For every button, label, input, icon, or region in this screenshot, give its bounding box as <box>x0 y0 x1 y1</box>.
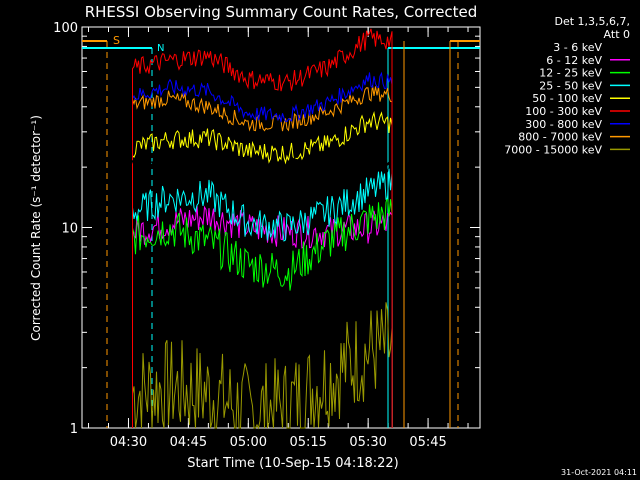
series-line <box>132 28 393 429</box>
x-tick-label: 05:00 <box>230 435 267 450</box>
legend-entry-label: 7000 - 15000 keV <box>504 143 602 156</box>
legend-header-line2: Att 0 <box>604 28 630 41</box>
legend-header-line1: Det 1,3,5,6,7, <box>554 15 630 28</box>
legend-entry-label: 25 - 50 keV <box>539 79 602 92</box>
legend-entry-label: 50 - 100 keV <box>532 92 602 105</box>
plot-area: 1 10 100 04:30 04:45 05:00 05:15 05:30 05:45 S N <box>53 21 481 450</box>
legend-entry-label: 100 - 300 keV <box>525 105 602 118</box>
series-line-3-6kev <box>131 155 392 173</box>
footer-date: 31-Oct-2021 04:11 <box>561 468 637 477</box>
y-axis-label: Corrected Count Rate (s⁻¹ detector⁻¹) <box>29 115 43 341</box>
chart-title: RHESSI Observing Summary Count Rates, Co… <box>85 3 478 21</box>
legend-entry-label: 12 - 25 keV <box>539 67 602 80</box>
series-line <box>132 302 393 430</box>
series-line <box>132 168 393 429</box>
night-flag-label: N <box>157 43 164 54</box>
x-tick-label: 04:30 <box>110 435 147 450</box>
y-tick-label: 1 <box>70 422 78 437</box>
x-tick-label: 04:45 <box>170 435 207 450</box>
x-axis-label: Start Time (10-Sep-15 04:18:22) <box>187 456 398 471</box>
legend-entry-label: 6 - 12 keV <box>546 54 602 67</box>
series-line <box>132 195 393 429</box>
x-tick-label: 05:30 <box>349 435 386 450</box>
saa-flag-label: S <box>113 34 120 47</box>
y-tick-label: 100 <box>53 21 78 36</box>
legend-entry-label: 800 - 7000 keV <box>518 131 602 144</box>
series-line <box>132 205 393 429</box>
series-line <box>132 111 393 429</box>
x-tick-label: 05:15 <box>289 435 326 450</box>
y-tick-label: 10 <box>61 222 78 237</box>
legend-entry-label: 3 - 6 keV <box>553 41 602 54</box>
series-line <box>132 71 393 429</box>
x-tick-label: 05:45 <box>409 435 446 450</box>
legend-entry-label: 300 - 800 keV <box>525 118 602 131</box>
